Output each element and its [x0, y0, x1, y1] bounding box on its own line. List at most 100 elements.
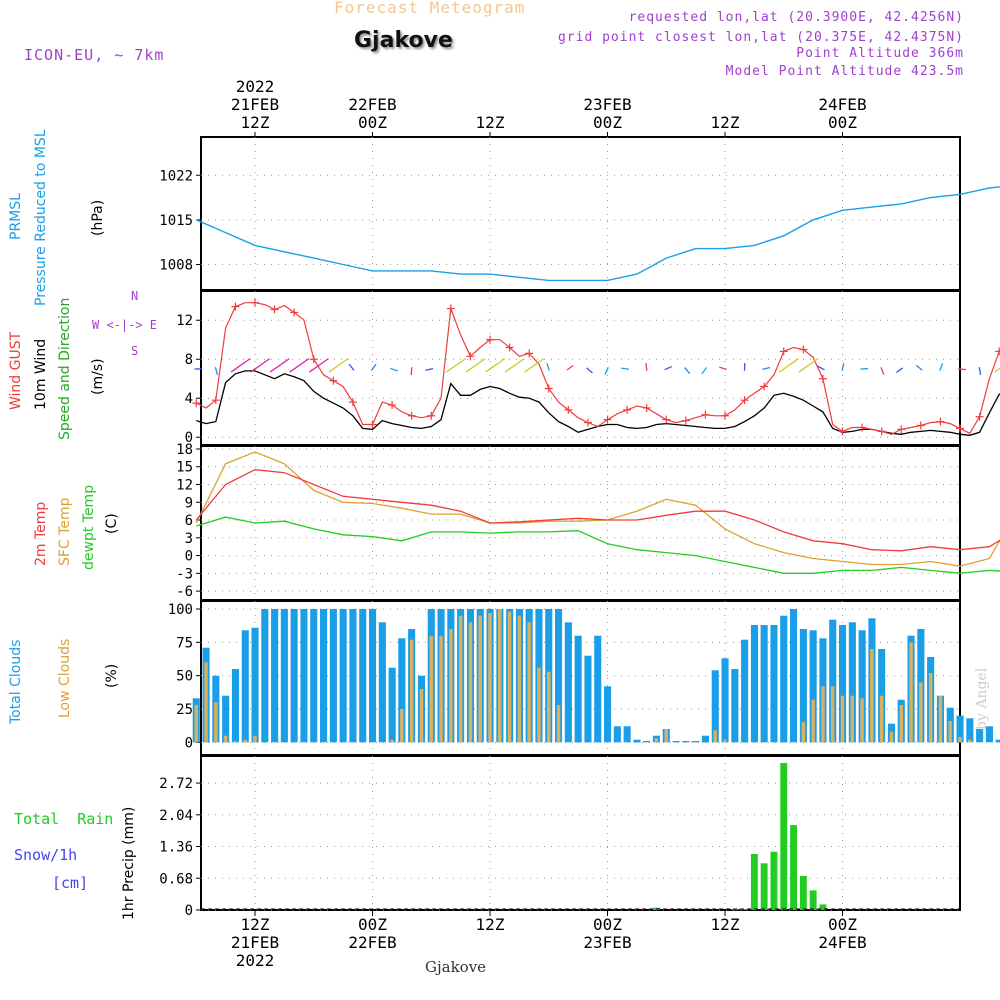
wind-direction-arrow — [269, 358, 290, 373]
low-cloud-bar — [830, 686, 835, 743]
low-cloud-bar — [439, 635, 443, 743]
total-cloud-bar — [339, 609, 347, 743]
wind-direction-arrow — [778, 358, 799, 373]
y-tick-label: 6 — [185, 513, 193, 529]
gust-marker — [505, 343, 514, 352]
low-cloud-bar — [478, 615, 482, 743]
wind-direction-arrow — [214, 367, 219, 375]
low-cloud-bar — [498, 609, 502, 743]
wind-direction-arrow — [719, 366, 727, 371]
total-cloud-bar — [349, 609, 357, 743]
y-tick-label: 0 — [185, 549, 193, 565]
time-label-top: 23FEB — [583, 95, 631, 114]
time-label-top: 12Z — [711, 113, 740, 132]
wind-direction-arrow — [370, 363, 377, 371]
wind-direction-arrow — [939, 363, 944, 371]
y-tick-label: 0 — [185, 430, 193, 446]
wind-direction-arrow — [546, 363, 550, 371]
wind-direction-arrow — [701, 367, 707, 375]
gust-marker — [897, 425, 906, 434]
wind-direction-arrow — [446, 358, 466, 373]
total-cloud-bar — [799, 629, 807, 743]
gust-marker — [721, 411, 729, 420]
wind-direction-arrow — [328, 358, 349, 373]
gust-marker — [564, 405, 573, 414]
time-label-bottom: 22FEB — [348, 933, 396, 952]
gust-marker — [701, 410, 710, 419]
gust-marker — [211, 396, 220, 405]
low-cloud-bar — [840, 695, 845, 743]
y-tick-label: 3 — [185, 531, 193, 547]
gust-marker — [290, 308, 299, 317]
wind-direction-arrow — [841, 362, 845, 371]
total-cloud-bar — [711, 670, 719, 743]
low-cloud-bar — [556, 705, 561, 743]
low-cloud-bar — [850, 695, 854, 743]
low-cloud-bar — [409, 639, 414, 743]
temp2m-line — [195, 469, 1000, 552]
total-cloud-bar — [848, 622, 856, 743]
y-tick-label: 12 — [176, 313, 193, 329]
gust-marker — [838, 427, 847, 436]
gridpoint-coords: grid point closest lon,lat (20.375E, 42.… — [557, 30, 964, 45]
low-cloud-bar — [507, 611, 512, 743]
y-tick-label: 1008 — [159, 258, 193, 274]
low-cloud-bar — [723, 739, 727, 743]
time-label-top: 00Z — [828, 113, 857, 132]
time-label-bottom: 23FEB — [583, 933, 631, 952]
wind-direction-arrow — [308, 358, 329, 373]
gust-marker — [681, 416, 690, 425]
time-label-bottom: 12Z — [241, 915, 270, 934]
total-cloud-bar — [741, 639, 749, 743]
gust-marker — [368, 420, 377, 429]
wind-direction-arrow — [958, 368, 967, 371]
gust-marker — [231, 302, 240, 311]
compass-s: S — [131, 344, 139, 358]
wind-direction-arrow — [390, 367, 398, 372]
gust-marker — [858, 423, 867, 432]
total-cloud-bar — [692, 741, 700, 743]
gust-marker — [662, 415, 671, 424]
y-tick-label: 4 — [185, 391, 193, 407]
low-cloud-bar — [527, 622, 531, 743]
total-cloud-bar — [623, 726, 631, 743]
compass-we: W <-|-> E — [92, 318, 158, 332]
total-cloud-bar — [682, 741, 690, 743]
low-cloud-bar — [468, 622, 473, 743]
low-cloud-bar — [928, 673, 933, 743]
gust-marker — [916, 421, 925, 430]
time-label-top: 2022 — [236, 77, 275, 96]
total-cloud-bar — [604, 686, 612, 743]
dewpt-line — [196, 516, 1000, 574]
total-cloud-bar — [251, 627, 259, 743]
y-tick-label: 100 — [168, 602, 193, 618]
total-cloud-bar — [829, 619, 837, 743]
panel-frame — [200, 755, 961, 911]
total-cloud-bar — [231, 669, 239, 743]
total-cloud-bar — [633, 739, 641, 743]
gust-marker — [818, 374, 827, 383]
total-cloud-bar — [241, 630, 249, 743]
gust-marker — [779, 347, 788, 356]
low-cloud-bar — [537, 667, 541, 743]
time-label-bottom: 24FEB — [818, 933, 866, 952]
wind-direction-arrow — [465, 358, 486, 373]
y-tick-label: 75 — [176, 635, 193, 651]
gust-marker — [270, 305, 279, 314]
total-cloud-bar — [809, 630, 817, 743]
time-label-top: 00Z — [358, 113, 387, 132]
gust-marker — [975, 412, 984, 421]
gust-marker — [623, 405, 632, 414]
low-cloud-bar — [801, 722, 806, 743]
total-cloud-bar — [721, 658, 729, 743]
wind-direction-arrow — [289, 358, 310, 373]
low-cloud-bar — [713, 730, 717, 743]
gust-marker — [936, 417, 945, 426]
snow-unit-label: [cm] — [52, 874, 89, 892]
gust-marker — [525, 349, 534, 358]
y-tick-label: 9 — [185, 495, 193, 511]
wind-direction-arrow — [896, 367, 904, 374]
low-cloud-bar — [400, 709, 404, 743]
wind-direction-arrow — [978, 367, 982, 375]
time-label-bottom: 12Z — [476, 915, 505, 934]
